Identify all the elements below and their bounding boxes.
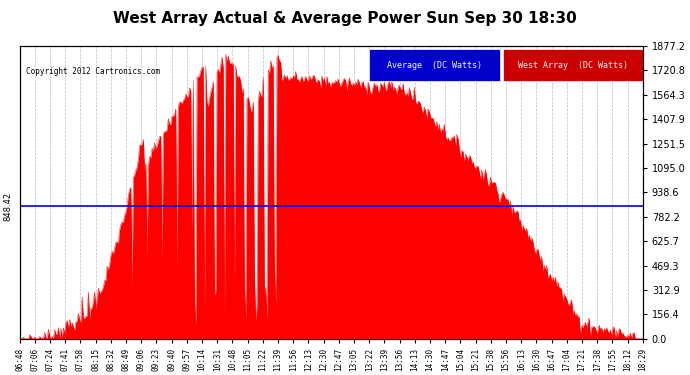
Text: 848.42: 848.42 <box>3 192 12 221</box>
Text: Copyright 2012 Cartronics.com: Copyright 2012 Cartronics.com <box>26 67 160 76</box>
Text: West Array Actual & Average Power Sun Sep 30 18:30: West Array Actual & Average Power Sun Se… <box>113 11 577 26</box>
